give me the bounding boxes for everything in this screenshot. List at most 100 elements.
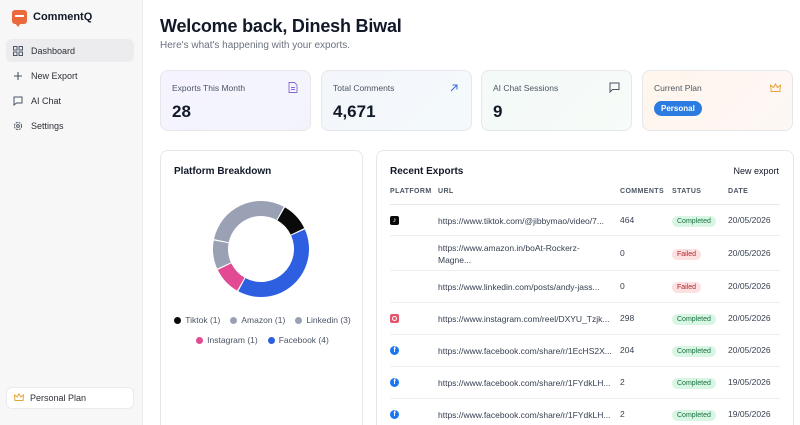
stat-value: 28: [172, 102, 191, 121]
comment-count: 2: [620, 377, 625, 387]
legend-label: Facebook (4): [278, 335, 329, 345]
stat-label: Current Plan: [654, 83, 702, 93]
plan-badge: Personal: [654, 101, 702, 116]
donut-slice-instagram[interactable]: [217, 263, 245, 291]
export-url[interactable]: https://www.tiktok.com/@jibbymao/video/7…: [438, 215, 604, 226]
arrow-up-right-icon: [449, 82, 460, 93]
status-pill: Completed: [672, 410, 716, 421]
donut-slice-tiktok[interactable]: [277, 207, 305, 235]
table-row[interactable]: https://www.linkedin.com/posts/andy-jass…: [390, 271, 780, 303]
crown-icon: [13, 392, 25, 404]
table-row[interactable]: https://www.amazon.in/boAt-Rockerz-Magne…: [390, 236, 780, 271]
stat-card-current-plan: Current Plan Personal: [642, 70, 793, 131]
legend-item-facebook: Facebook (4): [267, 335, 329, 345]
column-header-url[interactable]: URL: [438, 188, 454, 195]
legend-item-linkedin: Linkedin (3): [295, 315, 351, 325]
export-url[interactable]: https://www.instagram.com/reel/DXYU_Tzjk…: [438, 314, 610, 324]
document-icon: [288, 82, 299, 93]
column-header-platform[interactable]: PLATFORM: [390, 188, 432, 195]
export-date: 20/05/2026: [728, 313, 771, 323]
legend-item-amazon: Amazon (1): [230, 315, 285, 325]
stat-value: 9: [493, 102, 503, 121]
status-pill: Failed: [672, 248, 702, 260]
column-header-date[interactable]: DATE: [728, 188, 749, 195]
status-pill: Completed: [672, 314, 716, 325]
comment-count: 464: [620, 214, 635, 225]
comment-count: 204: [620, 345, 635, 355]
status-pill: Failed: [672, 282, 702, 293]
panel-title: Recent Exports: [390, 166, 464, 177]
facebook-icon: f: [390, 346, 399, 355]
export-url[interactable]: https://www.amazon.in/boAt-Rockerz-Magne…: [438, 243, 580, 265]
export-date: 19/05/2026: [728, 409, 771, 419]
tiktok-icon: ♪: [390, 215, 399, 225]
status-pill: Completed: [672, 378, 716, 389]
brand[interactable]: CommentQ: [12, 9, 93, 27]
export-date: 20/05/2026: [728, 247, 771, 258]
sidebar-item-dashboard[interactable]: Dashboard: [6, 39, 134, 62]
sidebar-item-label: New Export: [31, 70, 78, 81]
table-row[interactable]: https://www.instagram.com/reel/DXYU_Tzjk…: [390, 303, 780, 335]
sidebar-item-label: Settings: [31, 120, 64, 131]
table-row[interactable]: ♪ https://www.tiktok.com/@jibbymao/video/…: [390, 205, 780, 236]
legend-item-tiktok: Tiktok (1): [174, 315, 220, 325]
export-date: 20/05/2026: [728, 281, 771, 291]
legend-dot: [267, 336, 275, 344]
stat-card-chat-sessions: AI Chat Sessions 9: [481, 70, 632, 131]
legend-item-instagram: Instagram (1): [196, 335, 258, 345]
status-pill: Completed: [672, 346, 716, 357]
sidebar-item-label: AI Chat: [31, 95, 62, 106]
plus-icon: [12, 70, 23, 81]
donut-slice-amazon[interactable]: [213, 240, 231, 269]
platform-donut-chart: [213, 201, 309, 297]
facebook-icon: f: [390, 378, 399, 387]
sidebar-item-new-export[interactable]: New Export: [6, 64, 134, 87]
stat-card-comments: Total Comments 4,671: [321, 70, 472, 131]
table-row[interactable]: f https://www.facebook.com/share/r/1FYdkL…: [390, 367, 780, 399]
status-badge: Completed: [672, 313, 716, 325]
platform-breakdown-panel: Platform Breakdown Tiktok (1) Amazon (1)…: [160, 150, 363, 425]
sidebar-nav: Dashboard New Export AI Chat Settings: [6, 39, 134, 139]
legend-label: Linkedin (3): [306, 315, 351, 325]
export-date: 19/05/2026: [728, 377, 771, 387]
export-url[interactable]: https://www.facebook.com/share/r/1EcHS2X…: [438, 346, 612, 356]
page-subtitle: Here's what's happening with your export…: [160, 40, 351, 51]
status-badge: Failed: [672, 248, 702, 260]
sidebar: CommentQ Dashboard New Export AI Chat Se…: [0, 0, 143, 425]
status-badge: Failed: [672, 281, 702, 293]
crown-icon: [769, 82, 782, 93]
recent-exports-panel: Recent Exports New export PLATFORM URL C…: [376, 150, 794, 425]
legend-dot: [196, 336, 204, 344]
export-url[interactable]: https://www.facebook.com/share/r/1FYdkLH…: [438, 378, 611, 388]
sidebar-item-settings[interactable]: Settings: [6, 114, 134, 137]
legend-row-2: Instagram (1) Facebook (4): [161, 335, 364, 345]
export-url[interactable]: https://www.linkedin.com/posts/andy-jass…: [438, 282, 600, 292]
export-url[interactable]: https://www.facebook.com/share/r/1FYdkLH…: [438, 410, 611, 420]
table-row[interactable]: f https://www.facebook.com/share/r/1FYdkL…: [390, 399, 780, 425]
status-badge: Completed: [672, 345, 716, 357]
legend-label: Tiktok (1): [185, 315, 221, 325]
panel-title: Platform Breakdown: [174, 166, 272, 177]
status-badge: Completed: [672, 409, 716, 421]
status-pill: Completed: [672, 215, 716, 227]
sidebar-item-ai-chat[interactable]: AI Chat: [6, 89, 134, 112]
plan-box[interactable]: Personal Plan: [6, 387, 134, 409]
column-header-comments[interactable]: COMMENTS: [620, 188, 665, 195]
table-row[interactable]: f https://www.facebook.com/share/r/1EcHS2…: [390, 335, 780, 367]
dashboard-icon: [12, 45, 23, 56]
comment-count: 0: [620, 247, 625, 258]
table-header-divider: [390, 204, 780, 205]
legend-dot: [230, 316, 238, 324]
column-header-status[interactable]: STATUS: [672, 188, 702, 195]
app-name: CommentQ: [33, 11, 93, 23]
status-badge: Completed: [672, 215, 716, 227]
legend-label: Amazon (1): [241, 315, 286, 325]
comment-count: 2: [620, 409, 625, 419]
donut-slice-facebook[interactable]: [238, 229, 309, 297]
stat-card-exports: Exports This Month 28: [160, 70, 311, 131]
donut-slice-linkedin[interactable]: [214, 201, 284, 243]
chat-icon: [609, 82, 620, 94]
comment-count: 298: [620, 313, 635, 323]
new-export-link[interactable]: New export: [733, 166, 779, 176]
sidebar-item-label: Dashboard: [31, 45, 76, 56]
